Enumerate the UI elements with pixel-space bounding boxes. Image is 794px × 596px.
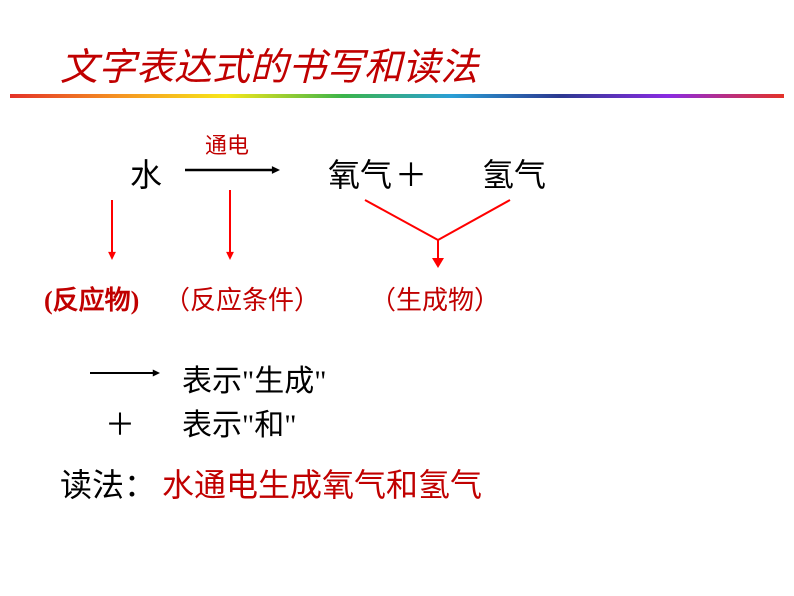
reading-label: 读法：	[60, 460, 156, 506]
legend-arrow-icon	[80, 363, 170, 383]
equation-reactant: 水	[130, 150, 162, 196]
equation-condition: 通电	[205, 128, 249, 160]
page-title: 文字表达式的书写和读法	[60, 36, 478, 91]
equation-arrow	[174, 159, 291, 181]
label-reactant: (反应物)	[44, 280, 139, 317]
rainbow-divider	[10, 94, 784, 98]
condition-arrow-icon	[219, 179, 241, 271]
legend-plus-symbol: ＋	[105, 400, 135, 444]
legend-plus-meaning: 表示"和"	[182, 400, 297, 444]
reactant-arrow-icon	[101, 189, 123, 271]
reading-content: 水通电生成氧气和氢气	[162, 460, 482, 506]
legend-arrow-meaning: 表示"生成"	[182, 356, 327, 400]
label-condition: （反应条件）	[164, 280, 320, 317]
label-product: （生成物）	[370, 280, 500, 317]
product-v-arrow-icon	[353, 188, 534, 292]
